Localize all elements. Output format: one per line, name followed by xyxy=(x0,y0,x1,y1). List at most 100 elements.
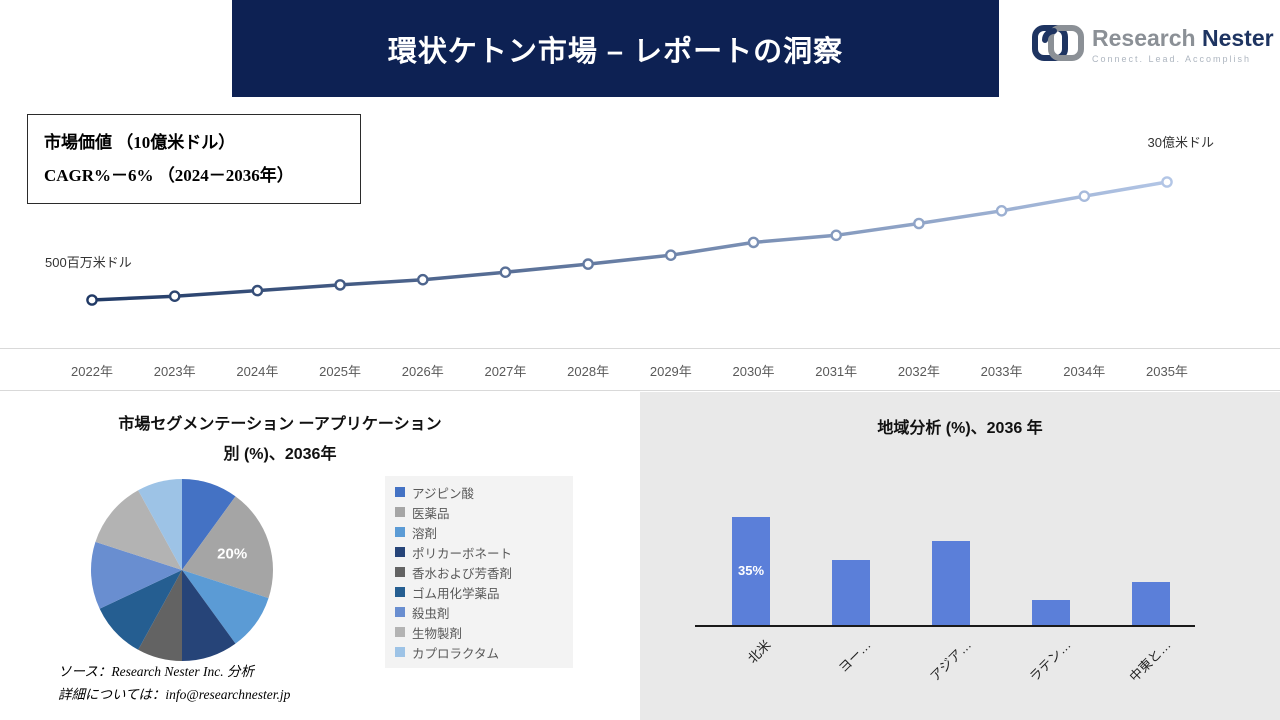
bar-category-label: ヨー… xyxy=(835,637,874,676)
legend-item: カプロラクタム xyxy=(395,642,563,662)
line-data-point xyxy=(582,258,594,270)
legend-swatch xyxy=(395,567,405,577)
pie-chart: 20% xyxy=(82,470,282,670)
legend-swatch xyxy=(395,647,405,657)
region-panel: 地域分析 (%)、2036 年 35% 北米 ヨー… アジア… ラテン… 中東と… xyxy=(640,392,1280,720)
legend-swatch xyxy=(395,547,405,557)
legend-swatch xyxy=(395,627,405,637)
source-line-1: ソース：Research Nester Inc. 分析 xyxy=(58,664,255,679)
line-start-value-label: 500百万米ドル xyxy=(45,255,132,270)
legend-label: カプロラクタム xyxy=(412,646,500,661)
x-axis-label: 2029年 xyxy=(649,364,692,379)
bar xyxy=(832,559,870,625)
market-value-box: 市場価値 （10億米ドル） CAGR%－6% （2024－2036年） xyxy=(27,114,361,205)
legend-item: 生物製剤 xyxy=(395,622,563,642)
line-data-point xyxy=(1161,176,1173,188)
legend-label: 溶剤 xyxy=(412,526,438,541)
chain-link-icon xyxy=(1030,22,1084,69)
line-data-point xyxy=(913,217,925,230)
x-axis-label: 2023年 xyxy=(153,364,196,379)
legend-swatch xyxy=(395,527,405,537)
legend-label: 香水および芳香剤 xyxy=(412,566,513,581)
legend-label: ポリカーボネート xyxy=(412,546,513,561)
legend-swatch xyxy=(395,507,405,517)
line-chart xyxy=(86,176,1173,306)
line-data-point xyxy=(995,205,1008,217)
bar xyxy=(732,516,770,625)
segmentation-title-line1: 市場セグメンテーション ーアプリケーション xyxy=(118,416,442,433)
x-axis-label: 2022年 xyxy=(71,364,113,379)
x-axis-label: 2028年 xyxy=(567,364,610,379)
legend-label: 医薬品 xyxy=(412,506,450,521)
bar-category-label: 中東と… xyxy=(1126,637,1174,685)
bar xyxy=(932,541,970,625)
line-data-point xyxy=(1078,190,1091,203)
legend-item: ポリカーボネート xyxy=(395,542,563,562)
legend-item: アジピン酸 xyxy=(395,482,563,502)
x-axis-label: 2026年 xyxy=(401,364,444,379)
bar-datalabel: 35% xyxy=(737,562,765,578)
segmentation-panel: 市場セグメンテーション ーアプリケーション 別 (%)、2036年 20% アジ… xyxy=(0,392,640,720)
x-axis-label: 2033年 xyxy=(980,364,1023,379)
legend-item: 医薬品 xyxy=(395,502,563,522)
pie-slice xyxy=(138,570,182,661)
pie-slice xyxy=(138,479,182,570)
brand-tagline: Connect. Lead. Accomplish xyxy=(1092,53,1252,64)
line-data-point xyxy=(334,279,346,291)
line-series-path xyxy=(90,180,1169,302)
region-title: 地域分析 (%)、2036 年 xyxy=(877,420,1043,437)
pie-slice xyxy=(182,570,236,661)
pie-slice xyxy=(182,570,269,644)
line-data-point xyxy=(499,266,512,278)
legend-label: アジピン酸 xyxy=(412,486,475,501)
legend-item: 香水および芳香剤 xyxy=(395,562,563,582)
bar-chart: 35% xyxy=(695,492,1195,627)
line-data-point xyxy=(86,294,98,306)
pie-legend: アジピン酸医薬品溶剤ポリカーボネート 香水および芳香剤 ゴム用化学薬品 殺虫剤生物製剤… xyxy=(385,476,573,668)
x-axis-label: 2025年 xyxy=(319,364,362,379)
x-axis-label: 2035年 xyxy=(1146,364,1188,379)
legend-item: ゴム用化学薬品 xyxy=(395,582,563,602)
legend-label: ゴム用化学薬品 xyxy=(412,586,500,601)
pie-slice xyxy=(182,479,236,570)
legend-item: 殺虫剤 xyxy=(395,602,563,622)
legend-swatch xyxy=(395,607,405,617)
market-value-line: 市場価値 （10億米ドル） xyxy=(44,133,236,152)
line-data-point xyxy=(830,229,843,242)
line-data-point xyxy=(251,284,264,297)
line-markers xyxy=(86,176,1173,306)
x-axis-label: 2032年 xyxy=(897,364,940,379)
x-axis-label: 2030年 xyxy=(732,364,775,379)
pie-slice xyxy=(90,541,182,609)
page-title: 環状ケトン市場 – レポートの洞察 xyxy=(387,35,844,68)
legend-label: 殺虫剤 xyxy=(412,606,450,621)
pie-datalabel: 20% xyxy=(217,546,247,563)
bar-category-label: アジア… xyxy=(926,637,974,685)
line-data-point xyxy=(665,249,677,261)
pie-slice xyxy=(182,496,274,599)
brand-text: Research Nester Connect. Lead. Accomplis… xyxy=(1092,26,1274,64)
x-axis-label: 2027年 xyxy=(484,364,527,379)
line-data-point xyxy=(416,273,429,286)
brand-name-primary: Research xyxy=(1092,25,1196,52)
pie-slice xyxy=(99,570,182,650)
legend-item: 溶剤 xyxy=(395,522,563,542)
bar xyxy=(1132,581,1170,625)
brand-logo: Research Nester Connect. Lead. Accomplis… xyxy=(1030,22,1274,69)
legend-label: 生物製剤 xyxy=(412,626,463,641)
pie-slice xyxy=(95,490,182,570)
header-banner: 環状ケトン市場 – レポートの洞察 xyxy=(232,0,999,97)
x-axis-label: 2034年 xyxy=(1063,364,1106,379)
line-end-value-label: 30億米ドル xyxy=(1147,135,1214,150)
legend-swatch xyxy=(395,487,405,497)
bar-category-label: 北米 xyxy=(744,637,774,667)
bar-category-label: ラテン… xyxy=(1026,637,1074,685)
x-axis-label: 2024年 xyxy=(236,364,279,379)
brand-name-secondary: Nester xyxy=(1201,25,1274,52)
cagr-line: CAGR%－6% （2024－2036年） xyxy=(44,166,294,186)
legend-swatch xyxy=(395,587,405,597)
x-axis-label: 2031年 xyxy=(815,364,858,379)
x-axis-band: 2022年 2023年 2024年 2025年 2026年 2027年 2028年 2029年… xyxy=(0,348,1280,391)
bar-axis-line xyxy=(695,625,1195,627)
